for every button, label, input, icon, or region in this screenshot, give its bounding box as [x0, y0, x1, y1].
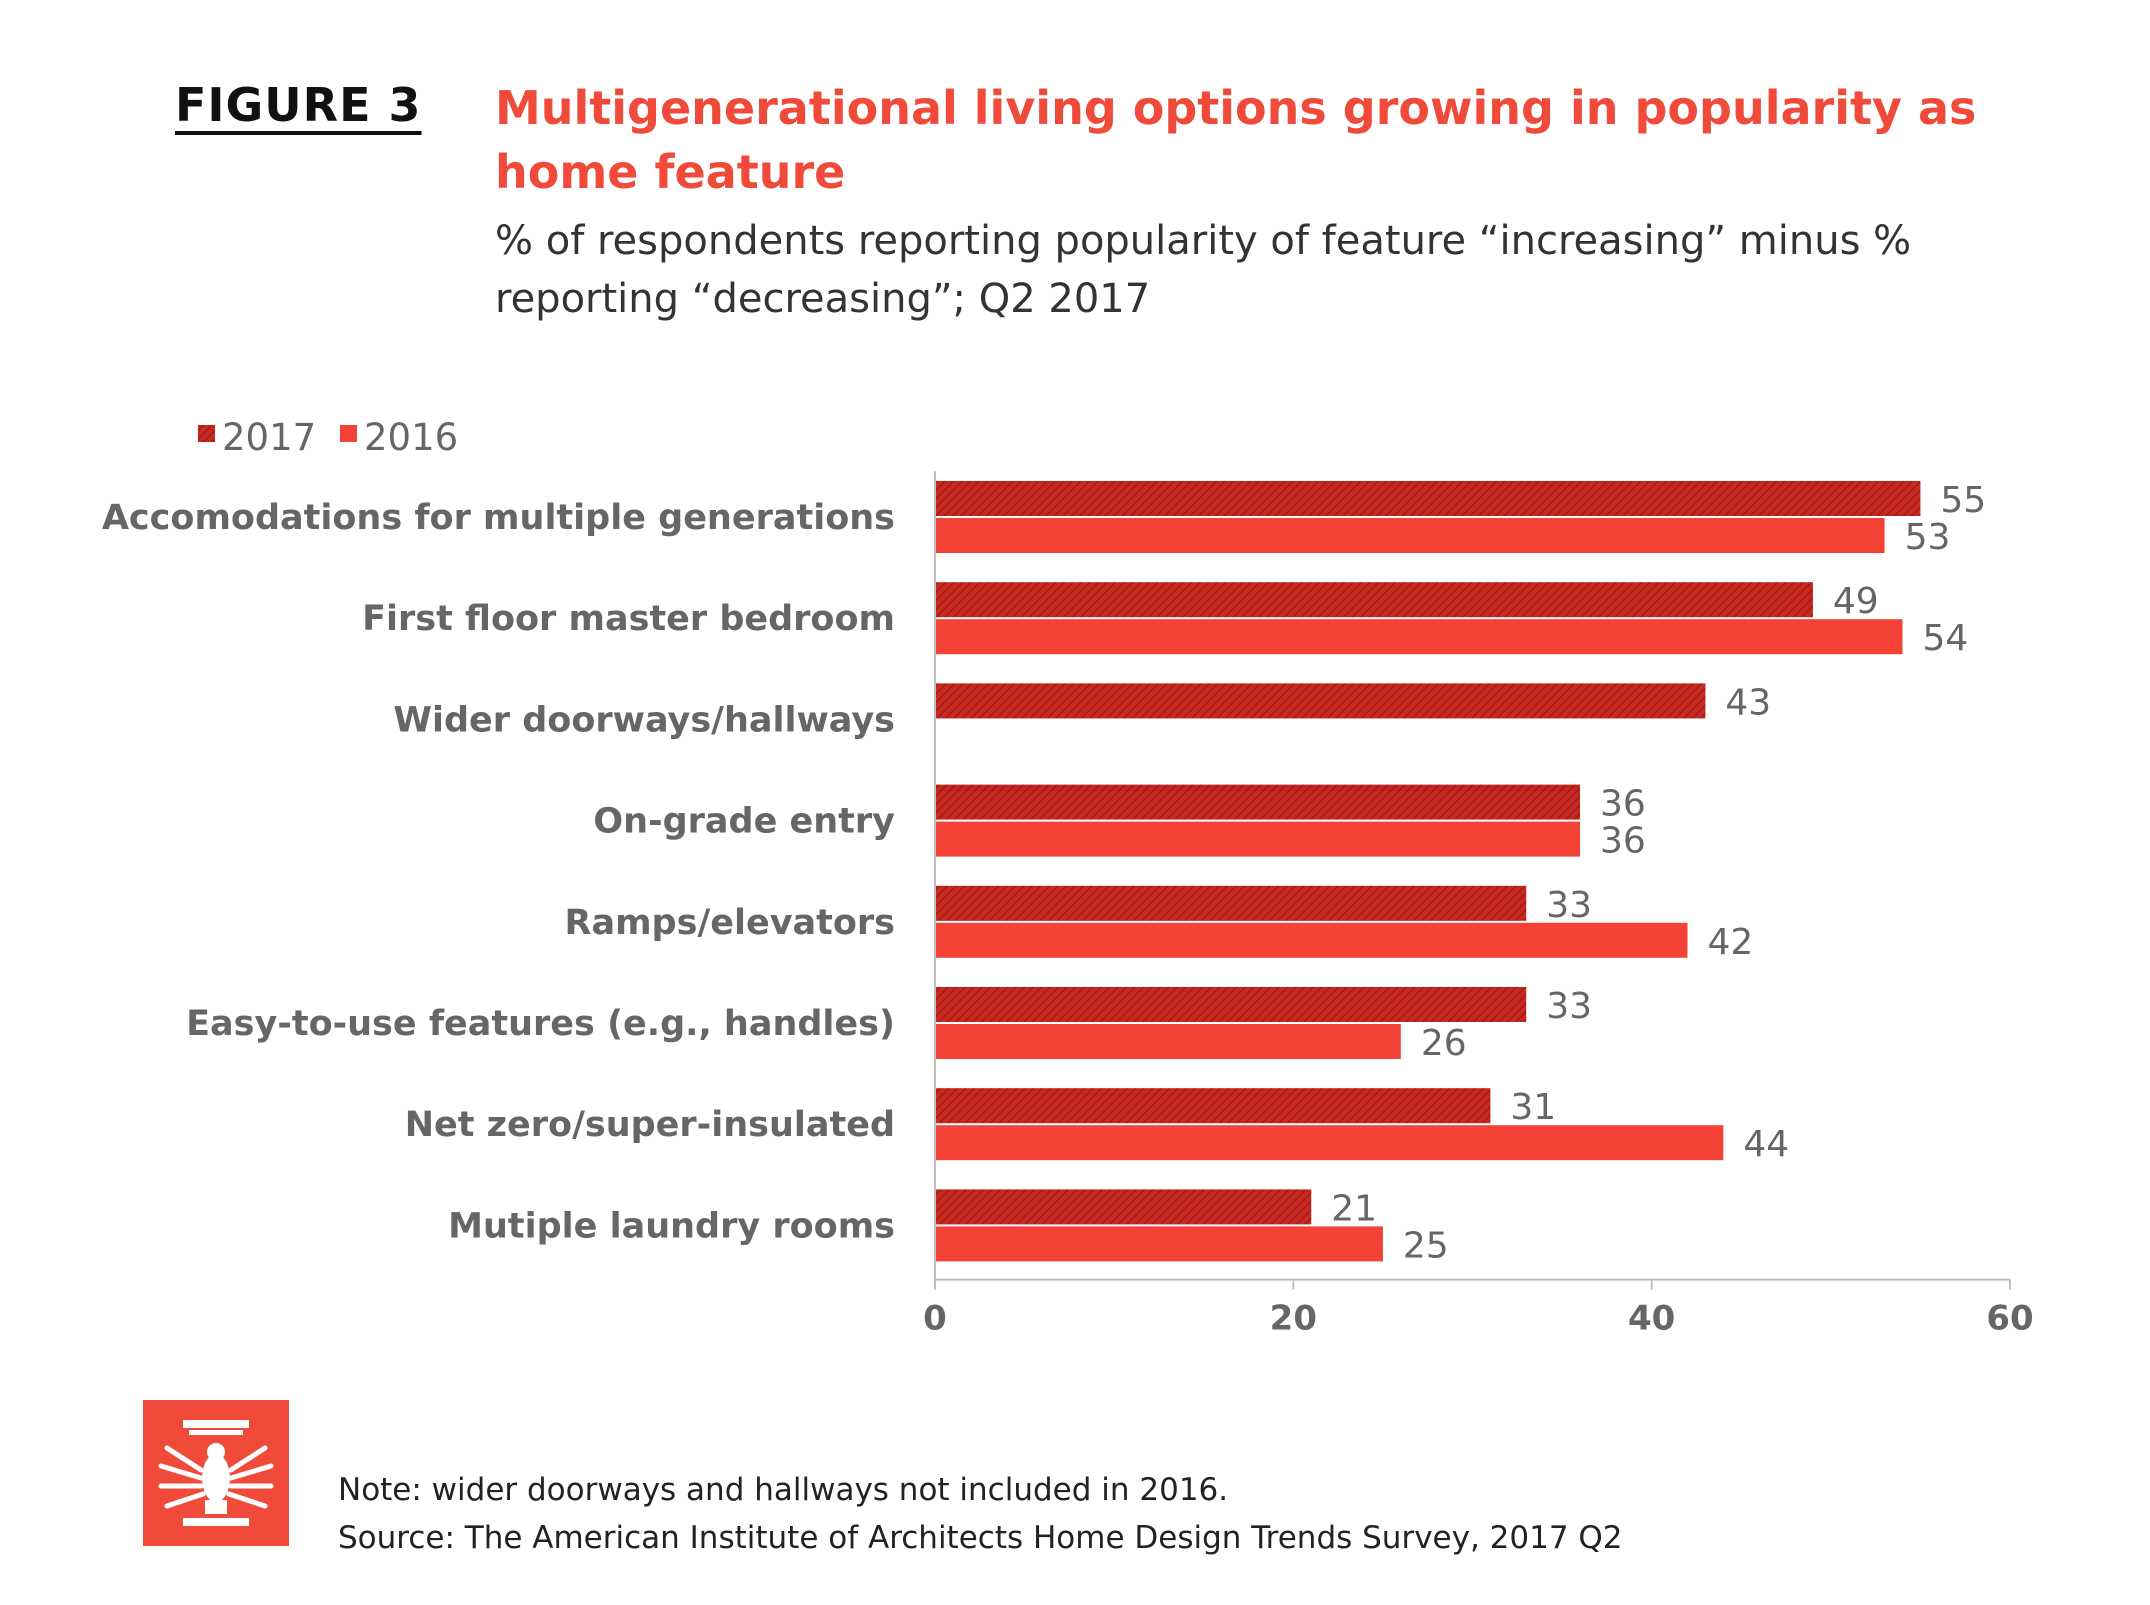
x-tick-label: 60 — [1986, 1299, 2033, 1339]
category-label: On-grade entry — [593, 802, 895, 842]
category-label: Ramps/elevators — [565, 903, 895, 943]
value-label-2017: 33 — [1546, 885, 1592, 926]
value-label-2016: 44 — [1743, 1124, 1789, 1165]
value-label-2016: 26 — [1421, 1023, 1467, 1064]
category-label: Mutiple laundry rooms — [448, 1206, 895, 1246]
x-axis: 0 20 40 60 — [923, 471, 2034, 1339]
bar-chart: 2017 2016 Accomodations for multiple gene… — [102, 416, 2034, 1339]
x-tick-label: 40 — [1628, 1299, 1675, 1339]
bar-2017 — [935, 784, 1580, 820]
category-label: Net zero/super-insulated — [405, 1105, 895, 1145]
bar-2017 — [935, 481, 1921, 516]
value-label-2016: 53 — [1905, 517, 1951, 558]
value-label-2017: 36 — [1600, 784, 1646, 825]
bar-2016 — [935, 1226, 1383, 1262]
legend-label-2016: 2016 — [364, 416, 458, 459]
bar-2016 — [935, 619, 1903, 655]
value-label-2017: 31 — [1510, 1087, 1556, 1128]
source-text: Source: The American Institute of Archit… — [338, 1520, 1623, 1556]
x-tick-label: 20 — [1270, 1299, 1317, 1339]
category-label: Accomodations for multiple generations — [102, 498, 895, 538]
bar-2017 — [935, 987, 1527, 1022]
bar-2016 — [935, 922, 1688, 958]
value-label-2017: 21 — [1331, 1188, 1377, 1229]
legend-swatch-2016 — [340, 425, 357, 442]
bar-2016 — [935, 1125, 1724, 1161]
bar-2016 — [935, 1024, 1401, 1059]
figure-label: FIGURE 3 — [175, 78, 422, 132]
chart-legend: 2017 2016 — [198, 416, 458, 459]
value-label-2017: 49 — [1833, 581, 1879, 622]
bars — [935, 481, 1921, 1262]
value-label-2016: 25 — [1403, 1225, 1449, 1266]
bar-2016 — [935, 518, 1885, 553]
category-labels: Accomodations for multiple generations Fi… — [102, 498, 895, 1246]
x-tick-label: 0 — [923, 1299, 947, 1339]
bar-2017 — [935, 582, 1813, 618]
category-label: Easy-to-use features (e.g., handles) — [186, 1004, 895, 1044]
chart-title: Multigenerational living options growing… — [495, 81, 1977, 199]
value-label-2016: 36 — [1600, 821, 1646, 862]
category-label: First floor master bedroom — [362, 599, 895, 639]
bar-2017 — [935, 1189, 1312, 1225]
chart-subtitle: % of respondents reporting popularity of… — [495, 218, 1912, 322]
bar-2017 — [935, 683, 1706, 719]
bar-2017 — [935, 885, 1527, 921]
value-label-2016: 42 — [1708, 922, 1754, 963]
aia-logo-icon — [143, 1400, 289, 1546]
chart-footnote: Note: wider doorways and hallways not in… — [338, 1466, 1623, 1562]
value-label-2017: 33 — [1546, 986, 1592, 1027]
note-text: Note: wider doorways and hallways not in… — [338, 1472, 1229, 1508]
legend-label-2017: 2017 — [222, 416, 316, 459]
value-label-2017: 55 — [1940, 480, 1986, 521]
value-label-2017: 43 — [1725, 682, 1771, 723]
value-label-2016: 54 — [1923, 618, 1969, 659]
legend-swatch-2017 — [198, 425, 215, 442]
bar-2016 — [935, 821, 1580, 857]
category-label: Wider doorways/hallways — [393, 700, 895, 740]
bar-2017 — [935, 1088, 1491, 1124]
